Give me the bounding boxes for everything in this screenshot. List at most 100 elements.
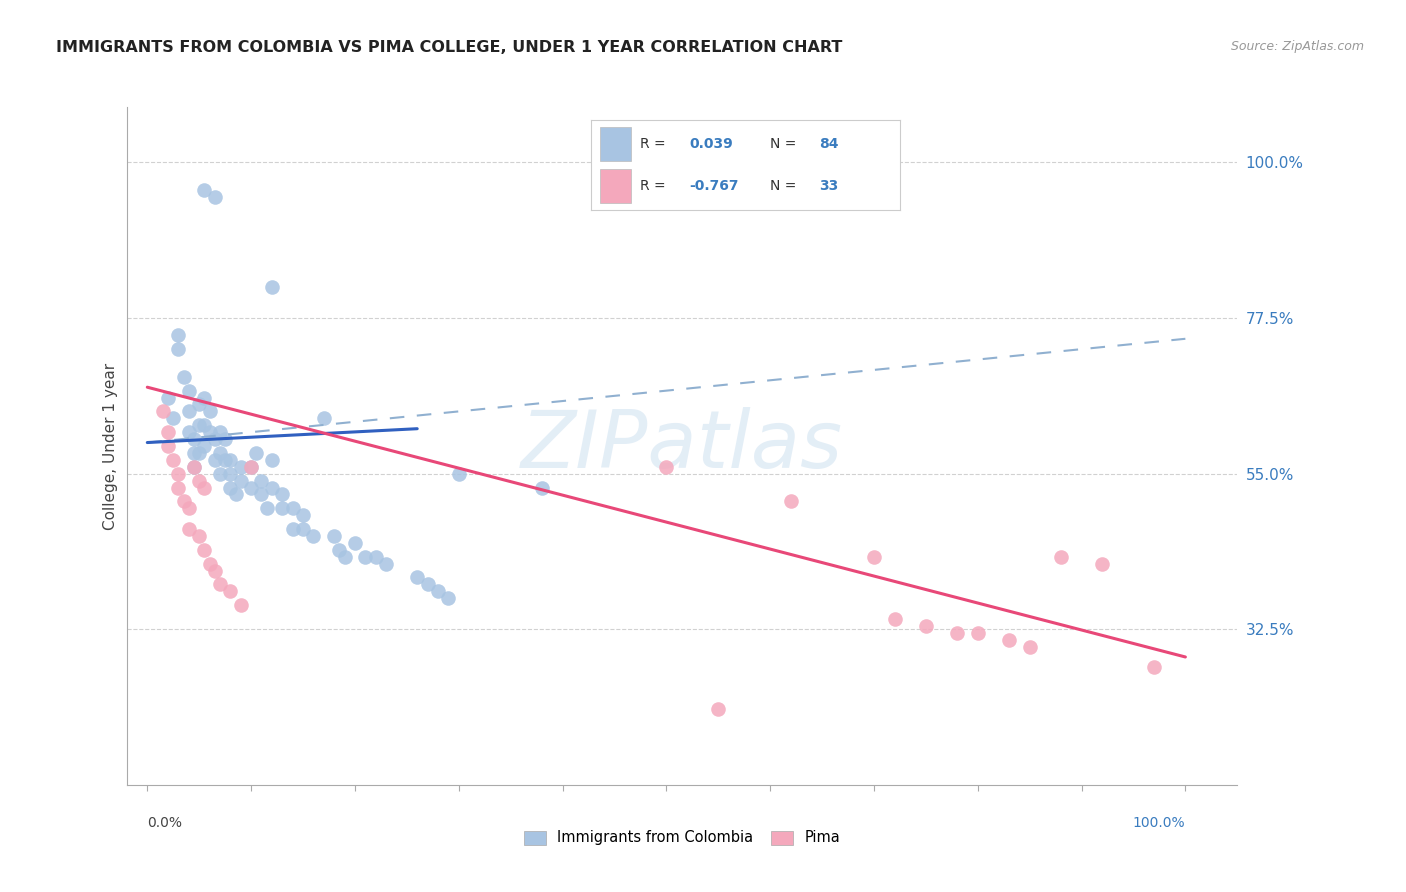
Point bbox=[208, 425, 231, 439]
Point bbox=[183, 446, 205, 460]
Point bbox=[1049, 549, 1071, 564]
Point bbox=[198, 425, 221, 439]
Point bbox=[219, 584, 242, 599]
Point bbox=[208, 577, 231, 591]
Text: IMMIGRANTS FROM COLOMBIA VS PIMA COLLEGE, UNDER 1 YEAR CORRELATION CHART: IMMIGRANTS FROM COLOMBIA VS PIMA COLLEGE… bbox=[56, 40, 842, 55]
Text: 0.039: 0.039 bbox=[689, 136, 734, 151]
Point bbox=[198, 557, 221, 571]
Point bbox=[1143, 660, 1166, 674]
Point bbox=[883, 612, 905, 626]
Point bbox=[250, 474, 273, 488]
Point bbox=[188, 529, 211, 543]
Point bbox=[333, 549, 356, 564]
Bar bbox=[600, 169, 631, 203]
Point bbox=[167, 467, 190, 481]
Legend: Immigrants from Colombia, Pima: Immigrants from Colombia, Pima bbox=[523, 830, 841, 846]
Point bbox=[312, 411, 335, 425]
Point bbox=[208, 467, 231, 481]
Point bbox=[229, 474, 252, 488]
Point bbox=[229, 598, 252, 612]
Point bbox=[183, 459, 205, 474]
Point bbox=[863, 549, 886, 564]
Point bbox=[292, 522, 315, 536]
Point bbox=[204, 453, 226, 467]
Point bbox=[152, 404, 174, 418]
Point bbox=[229, 459, 252, 474]
Point bbox=[225, 487, 247, 501]
Point bbox=[188, 446, 211, 460]
Point bbox=[193, 439, 215, 453]
Point bbox=[157, 425, 180, 439]
Text: N =: N = bbox=[770, 179, 800, 194]
Point bbox=[406, 570, 429, 584]
Text: 100.0%: 100.0% bbox=[1133, 815, 1185, 830]
Point bbox=[260, 481, 283, 495]
Point bbox=[204, 190, 226, 204]
Point bbox=[167, 328, 190, 343]
Point bbox=[214, 453, 236, 467]
Point bbox=[447, 467, 470, 481]
Point bbox=[208, 446, 231, 460]
Point bbox=[219, 467, 242, 481]
Point bbox=[162, 411, 184, 425]
Point bbox=[966, 625, 988, 640]
Point bbox=[240, 459, 263, 474]
Point bbox=[260, 280, 283, 294]
Point bbox=[204, 564, 226, 578]
Text: 84: 84 bbox=[820, 136, 839, 151]
Point bbox=[193, 481, 215, 495]
Point bbox=[256, 501, 278, 516]
Point bbox=[915, 619, 938, 633]
Point bbox=[1018, 640, 1040, 654]
Text: 33: 33 bbox=[820, 179, 838, 194]
Point bbox=[177, 501, 200, 516]
Point bbox=[292, 508, 315, 523]
Point bbox=[343, 536, 366, 550]
Point bbox=[157, 391, 180, 405]
Point bbox=[364, 549, 387, 564]
Point bbox=[183, 459, 205, 474]
Point bbox=[188, 474, 211, 488]
Point bbox=[177, 404, 200, 418]
Point bbox=[167, 481, 190, 495]
Point bbox=[998, 632, 1021, 647]
Point bbox=[177, 522, 200, 536]
Point bbox=[193, 542, 215, 557]
Point bbox=[198, 404, 221, 418]
Y-axis label: College, Under 1 year: College, Under 1 year bbox=[103, 362, 118, 530]
Text: N =: N = bbox=[770, 136, 800, 151]
Point bbox=[655, 459, 678, 474]
Point bbox=[271, 501, 294, 516]
Point bbox=[188, 418, 211, 433]
Point bbox=[173, 369, 195, 384]
Point bbox=[193, 391, 215, 405]
Point bbox=[188, 397, 211, 411]
Point bbox=[281, 522, 304, 536]
Point bbox=[946, 625, 969, 640]
Point bbox=[177, 384, 200, 398]
Point bbox=[193, 183, 215, 197]
Text: R =: R = bbox=[640, 179, 671, 194]
Point bbox=[219, 481, 242, 495]
Point bbox=[416, 577, 439, 591]
Point bbox=[204, 432, 226, 446]
Point bbox=[281, 501, 304, 516]
Point bbox=[302, 529, 325, 543]
Text: Source: ZipAtlas.com: Source: ZipAtlas.com bbox=[1230, 40, 1364, 54]
Text: -0.767: -0.767 bbox=[689, 179, 740, 194]
Point bbox=[240, 459, 263, 474]
Point bbox=[323, 529, 346, 543]
Point bbox=[271, 487, 294, 501]
Point bbox=[214, 432, 236, 446]
Point bbox=[177, 425, 200, 439]
Point bbox=[183, 432, 205, 446]
Point bbox=[437, 591, 460, 606]
Point bbox=[167, 342, 190, 356]
Bar bbox=[600, 127, 631, 161]
Point bbox=[375, 557, 398, 571]
Point bbox=[245, 446, 267, 460]
Point bbox=[530, 481, 553, 495]
Point bbox=[260, 453, 283, 467]
Point bbox=[162, 453, 184, 467]
Point bbox=[173, 494, 195, 508]
